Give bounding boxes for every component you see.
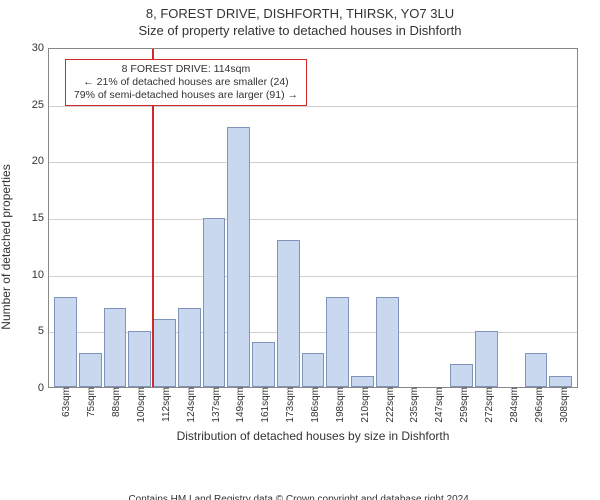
page-subtitle: Size of property relative to detached ho… [0, 23, 600, 38]
x-tick-label: 296sqm [534, 387, 545, 423]
y-tick-label: 20 [0, 155, 44, 167]
bar [549, 376, 572, 387]
annotation-line: 79% of semi-detached houses are larger (… [74, 89, 298, 102]
bar [128, 331, 151, 388]
x-tick-label: 259sqm [459, 387, 470, 423]
x-tick-label: 112sqm [161, 387, 172, 422]
bar [203, 218, 226, 388]
x-tick-label: 284sqm [509, 387, 520, 423]
bar [450, 364, 473, 387]
x-tick-label: 100sqm [136, 387, 147, 423]
x-tick-label: 75sqm [86, 387, 97, 417]
annotation-line: ← 21% of detached houses are smaller (24… [74, 76, 298, 89]
y-tick-label: 0 [0, 382, 44, 394]
x-tick-label: 210sqm [360, 387, 371, 423]
bar [475, 331, 498, 388]
bar [79, 353, 102, 387]
bar [178, 308, 201, 387]
bar [227, 127, 250, 387]
x-tick-label: 137sqm [211, 387, 222, 423]
bar [252, 342, 275, 387]
bar [104, 308, 127, 387]
bar [277, 240, 300, 387]
bar [326, 297, 349, 387]
x-tick-label: 124sqm [186, 387, 197, 423]
y-axis-title: Number of detached properties [0, 164, 13, 329]
annotation-line: 8 FOREST DRIVE: 114sqm [74, 63, 298, 76]
x-tick-label: 161sqm [260, 387, 271, 423]
bar [376, 297, 399, 387]
x-tick-label: 222sqm [385, 387, 396, 423]
x-tick-label: 272sqm [484, 387, 495, 423]
histogram-chart: Number of detached properties 0 5 10 15 20 25… [0, 42, 600, 452]
bar [351, 376, 374, 387]
x-tick-label: 186sqm [310, 387, 321, 423]
y-tick-label: 10 [0, 269, 44, 281]
page-title-address: 8, FOREST DRIVE, DISHFORTH, THIRSK, YO7 … [0, 6, 600, 21]
bar [302, 353, 325, 387]
x-axis-title: Distribution of detached houses by size … [177, 429, 450, 443]
x-tick-label: 88sqm [111, 387, 122, 417]
plot-area: 8 FOREST DRIVE: 114sqm← 21% of detached … [48, 48, 578, 388]
x-tick-label: 173sqm [285, 387, 296, 423]
annotation-box: 8 FOREST DRIVE: 114sqm← 21% of detached … [65, 59, 307, 106]
x-tick-label: 149sqm [235, 387, 246, 423]
y-tick-label: 5 [0, 325, 44, 337]
attribution-text: Contains HM Land Registry data © Crown c… [0, 494, 600, 500]
x-tick-label: 63sqm [61, 387, 72, 417]
y-tick-label: 25 [0, 99, 44, 111]
x-tick-label: 235sqm [409, 387, 420, 423]
x-tick-label: 308sqm [559, 387, 570, 423]
x-tick-label: 247sqm [434, 387, 445, 423]
y-tick-label: 15 [0, 212, 44, 224]
bar [54, 297, 77, 387]
y-tick-label: 30 [0, 42, 44, 54]
attribution-line1: Contains HM Land Registry data © Crown c… [0, 494, 600, 500]
bar [153, 319, 176, 387]
bar [525, 353, 548, 387]
x-tick-label: 198sqm [335, 387, 346, 423]
